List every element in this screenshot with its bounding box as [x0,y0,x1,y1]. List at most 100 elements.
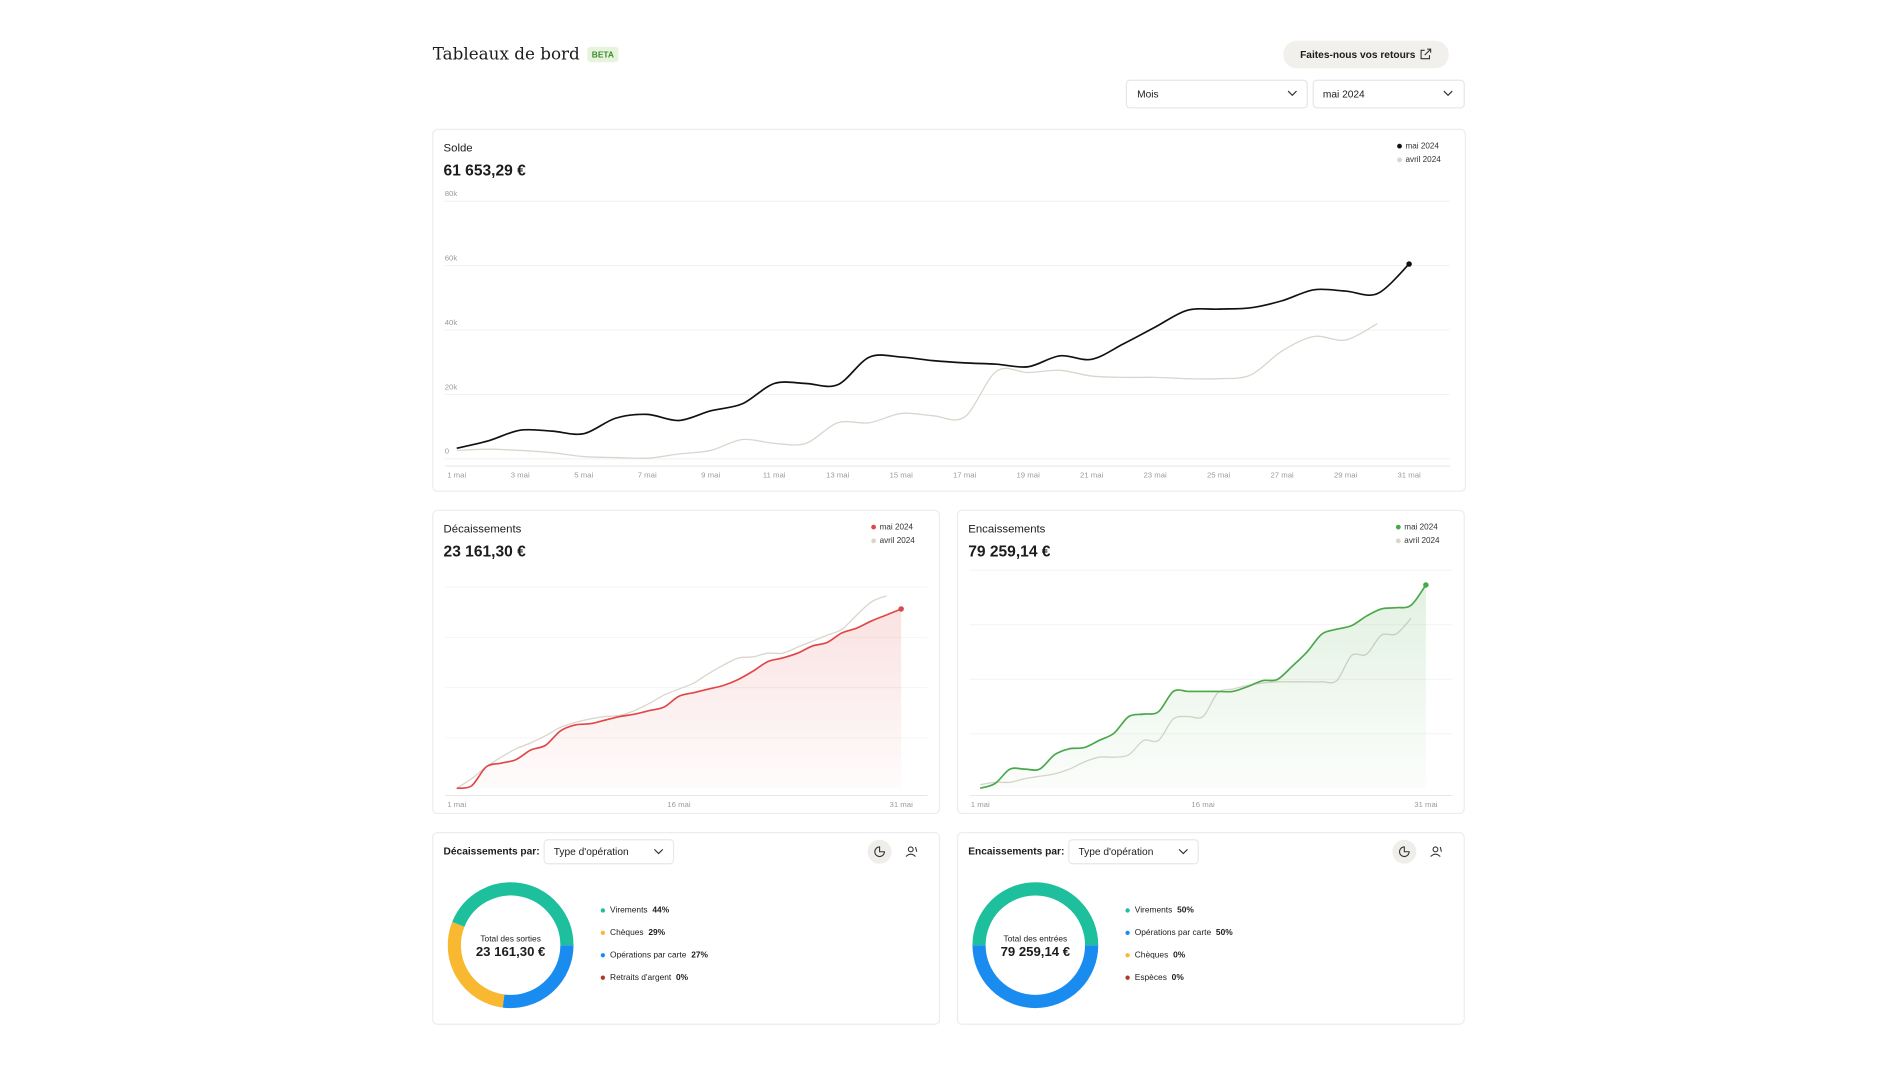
legend-dot [1395,538,1401,544]
legend-label: Opérations par carte [1135,927,1212,937]
legend-label: mai 2024 [1406,141,1440,150]
x-tick-label: 16 mai [667,800,691,809]
chart-total: 61 653,29 € [444,162,527,179]
legend-label: Opérations par carte [610,949,687,959]
legend-label: Virements [1135,905,1173,915]
legend-dot [1125,908,1130,913]
donut-segment [972,882,1099,946]
pie-icon [1399,846,1410,858]
donut-segment [452,882,574,946]
x-tick-label: 31 mai [1414,800,1438,809]
page-title: Tableaux de bord [433,44,580,64]
legend-value: 29% [648,927,665,937]
area [980,584,1426,789]
legend-label: Chèques [610,927,644,937]
legend-label: mai 2024 [1404,522,1438,531]
x-tick-label: 1 mai [447,800,466,809]
legend-dot [600,953,606,958]
legend-dot [1125,953,1130,958]
select-value[interactable]: mai 2024 [1323,89,1365,100]
legend-dot [871,538,877,544]
chevron [653,848,664,855]
legend-value: 0% [1173,949,1186,959]
feedback-button[interactable]: Faites-nous vos retours [1283,40,1449,69]
y-tick-label: 20k [445,382,458,391]
legend-value: 0% [676,972,689,982]
legend-label: avril 2024 [1406,155,1442,164]
people-icon [1430,846,1442,857]
end-dot [898,606,904,612]
group-select-value[interactable]: Type d'opération [554,847,629,858]
legend-dot [1397,157,1402,163]
area [456,608,902,789]
x-tick-label: 17 mai [953,471,977,480]
donut-center-label: Total des sorties [480,933,541,943]
button-bg[interactable] [1283,40,1449,69]
legend-value: 27% [691,949,708,959]
legend-value: 0% [1172,972,1185,982]
chevron [1443,90,1453,97]
legend-value: 44% [652,905,669,915]
legend-dot [1125,930,1130,936]
donut-center-total: 79 259,14 € [1001,944,1071,959]
x-tick-label: 31 mai [890,800,914,809]
legend-dot [871,524,877,530]
people-view-button[interactable] [901,839,926,864]
legend-dot [600,975,606,980]
end-dot [1406,261,1412,267]
legend-label: Virements [610,905,648,915]
x-tick-label: 3 mai [511,471,530,480]
card [432,128,1467,492]
select-box[interactable] [1312,79,1465,109]
legend-label: avril 2024 [880,536,916,545]
chart-total: 23 161,30 € [444,543,527,560]
legend-label: Retraits d'argent [610,972,672,982]
chart-title: Encaissements [968,524,1045,536]
select-box[interactable] [1125,79,1308,109]
chevron [1287,90,1297,97]
donut-center-total: 23 161,30 € [476,944,546,959]
y-tick-label: 0 [445,447,450,456]
x-tick-label: 1 mai [971,800,990,809]
beta-badge [587,46,619,63]
line [979,584,1427,790]
group-select[interactable] [1068,839,1199,865]
x-tick-label: 16 mai [1191,800,1215,809]
chevron [1178,848,1188,855]
period-select[interactable]: Mois [1125,79,1308,109]
line [456,608,902,790]
line [456,323,1378,460]
month-select[interactable]: mai 2024 [1312,79,1465,109]
legend-value: 50% [1177,905,1194,915]
button-label[interactable]: Faites-nous vos retours [1300,50,1416,61]
x-tick-label: 5 mai [574,471,593,480]
donut-center-label: Total des entrées [1003,933,1067,943]
people-view-button[interactable] [1425,839,1450,864]
x-tick-label: 9 mai [701,471,720,480]
group-select-value[interactable]: Type d'opération [1078,847,1153,858]
select-value[interactable]: Mois [1137,89,1158,100]
x-tick-label: 27 mai [1270,471,1294,480]
x-tick-label: 19 mai [1016,471,1040,480]
legend-label: Espèces [1135,972,1167,982]
x-tick-label: 15 mai [890,471,914,480]
donut-segment [972,945,1099,1009]
chart-title: Solde [444,143,473,155]
pie-title: Encaissements par: [968,846,1064,857]
y-tick-label: 80k [445,189,458,198]
legend-label: avril 2024 [1404,536,1440,545]
legend-dot [600,908,606,913]
x-tick-label: 23 mai [1143,471,1167,480]
legend-value: 50% [1216,927,1233,937]
y-tick-label: 60k [445,254,458,263]
group-select[interactable] [543,839,675,865]
legend-dot [1397,143,1402,149]
chart-total: 79 259,14 € [968,543,1051,560]
pie-title: Décaissements par: [444,846,540,857]
pie-icon [874,846,885,858]
x-tick-label: 13 mai [826,471,850,480]
x-tick-label: 7 mai [638,471,657,480]
donut-segment [447,922,505,1008]
legend-label: mai 2024 [880,522,914,531]
